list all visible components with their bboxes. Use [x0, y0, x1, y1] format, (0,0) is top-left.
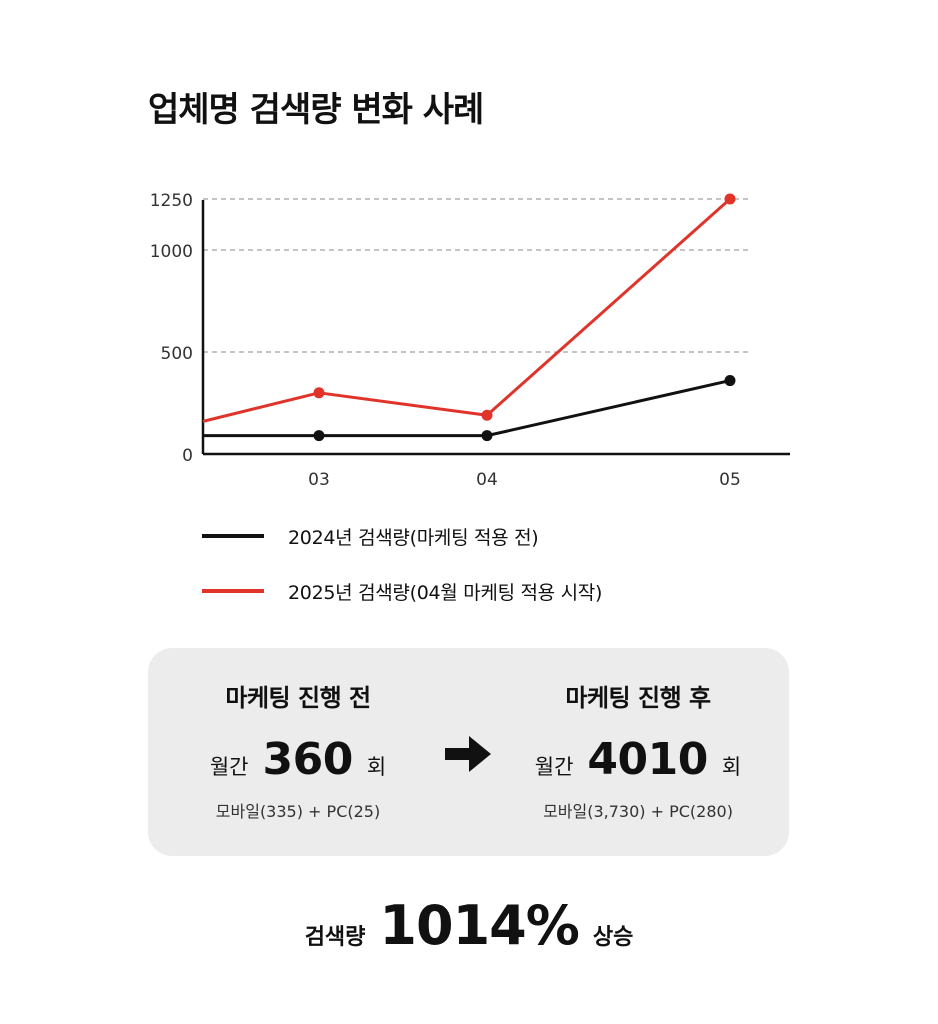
legend-item-2025: 2025년 검색량(04월 마케팅 적용 시작): [202, 576, 602, 606]
series-line-1: [202, 197, 731, 423]
before-monthly-label: 월간: [209, 755, 249, 779]
after-breakdown: 모바일(3,730) + PC(280): [543, 802, 733, 821]
after-monthly: 월간 4010 회: [488, 734, 788, 785]
data-point-1-05: [724, 193, 736, 205]
summary-label: 검색량: [304, 925, 366, 950]
summary-value: 1014%: [379, 894, 579, 957]
chart-legend: 2024년 검색량(마케팅 적용 전) 2025년 검색량(04월 마케팅 적용…: [202, 521, 602, 606]
legend-label-2025: 2025년 검색량(04월 마케팅 적용 시작): [288, 581, 603, 604]
y-tick-label-500: 500: [161, 344, 193, 364]
before-column: 마케팅 진행 전 월간 360 회 모바일(335) + PC(25): [148, 648, 448, 822]
legend-label-2024: 2024년 검색량(마케팅 적용 전): [288, 526, 539, 549]
legend-swatch-2024: [202, 534, 264, 538]
data-point-0-03: [313, 430, 325, 442]
series-line-0: [203, 379, 731, 438]
after-column: 마케팅 진행 후 월간 4010 회 모바일(3,730) + PC(280): [488, 648, 788, 822]
after-monthly-label: 월간: [534, 755, 574, 779]
before-monthly-unit: 회: [366, 755, 387, 779]
summary: 검색량 1014% 상승: [0, 894, 938, 957]
before-monthly-value: 360: [262, 734, 353, 785]
x-tick-label-05: 05: [719, 470, 741, 490]
data-point-1-03: [313, 387, 325, 399]
page-title: 업체명 검색량 변화 사례: [148, 90, 484, 130]
after-monthly-value: 4010: [587, 734, 708, 785]
x-tick-label-03: 03: [308, 470, 330, 490]
y-tick-label-1250: 1250: [150, 191, 193, 211]
after-heading: 마케팅 진행 후: [565, 684, 711, 712]
y-tick-label-1000: 1000: [150, 242, 193, 262]
legend-swatch-2025: [202, 589, 264, 593]
legend-item-2024: 2024년 검색량(마케팅 적용 전): [202, 521, 602, 551]
x-tick-label-04: 04: [476, 470, 498, 490]
before-breakdown: 모바일(335) + PC(25): [215, 802, 381, 821]
before-monthly: 월간 360 회: [148, 734, 448, 785]
data-point-0-05: [724, 375, 736, 387]
data-point-1-04: [481, 409, 493, 421]
y-tick-label-0: 0: [182, 446, 193, 466]
comparison-card: 마케팅 진행 전 월간 360 회 모바일(335) + PC(25) 마케팅 …: [148, 648, 789, 856]
right-arrow-icon: [445, 736, 491, 772]
before-heading: 마케팅 진행 전: [225, 684, 371, 712]
line-chart: 0 500 1000 1250 03 04 05: [150, 191, 790, 490]
data-point-0-04: [481, 430, 493, 442]
after-monthly-unit: 회: [721, 755, 742, 779]
summary-unit: 상승: [592, 925, 634, 950]
